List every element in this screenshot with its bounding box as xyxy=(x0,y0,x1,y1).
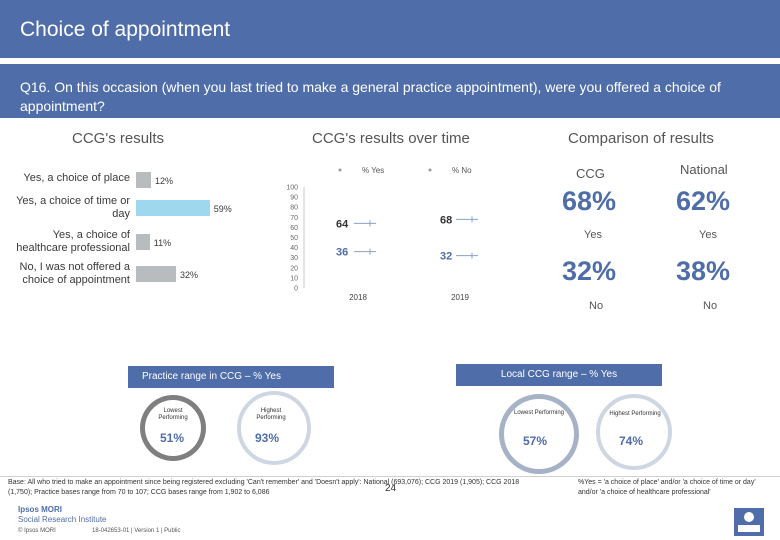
bar xyxy=(136,172,151,188)
data-point-label: 64 xyxy=(336,218,349,230)
page-number: 24 xyxy=(385,483,397,494)
local-highest-label: Highest Performing xyxy=(609,411,661,417)
local-lowest-value: 57% xyxy=(523,434,548,448)
comparison-ccg-no-value: 32% xyxy=(562,256,617,286)
y-tick-label: 30 xyxy=(290,255,298,262)
practice-lowest-label: Lowest Performing xyxy=(158,408,188,421)
data-point-label: 32 xyxy=(440,251,452,263)
bar-value-label: 12% xyxy=(155,176,174,186)
question-text: Q16. On this occasion (when you last tri… xyxy=(20,79,721,114)
comparison-national-yes-value: 62% xyxy=(676,186,731,216)
practice-lowest-dial xyxy=(140,395,206,461)
y-tick-label: 40 xyxy=(290,245,298,252)
data-point-label: 68 xyxy=(440,214,452,226)
yes-definition-note: %Yes = 'a choice of place' and/or 'a cho… xyxy=(578,479,756,496)
title-bar xyxy=(0,0,780,58)
comparison-national-label: National xyxy=(680,162,728,177)
ccg-results-bar-chart: Yes, a choice of place 12% Yes, a choice o… xyxy=(0,160,260,300)
x-tick-label: 2018 xyxy=(349,293,367,302)
comparison-ccg-yes-label: Yes xyxy=(584,229,602,241)
y-tick-label: 0 xyxy=(294,286,298,293)
bar-label: Yes, a choice of time or day xyxy=(16,195,130,220)
y-tick-label: 100 xyxy=(286,185,298,192)
bar xyxy=(136,234,150,250)
ccg-results-over-time-chart: 0 10 20 30 40 50 60 70 80 90 100 2018 2019 % Yes % No 6… xyxy=(286,166,478,302)
comparison-ccg-no-label: No xyxy=(589,300,604,312)
local-highest-value: 74% xyxy=(619,434,644,448)
practice-highest-label: Highest Performing xyxy=(256,408,286,421)
bar xyxy=(136,200,210,216)
comparison-national-yes-label: Yes xyxy=(699,229,717,241)
practice-lowest-value: 51% xyxy=(160,431,185,445)
section-ccg-results: CCG's results xyxy=(72,130,165,147)
practice-highest-value: 93% xyxy=(255,431,280,445)
practice-range-header: Practice range in CCG – % Yes xyxy=(128,366,334,388)
bar-value-label: 32% xyxy=(180,270,199,280)
x-tick-label: 2019 xyxy=(451,293,469,302)
ipsos-logo-icon xyxy=(734,508,764,536)
local-highest-dial xyxy=(596,394,672,470)
comparison-ccg-label: CCG xyxy=(576,166,605,181)
data-point-label: 36 xyxy=(336,247,348,259)
logo-line2: Social Research Institute xyxy=(18,515,107,524)
report-reference: 18-042653-01 | Version 1 | Public xyxy=(92,528,181,534)
y-tick-label: 20 xyxy=(290,265,298,272)
comparison-ccg-yes-value: 68% xyxy=(562,186,617,216)
question-bar xyxy=(0,64,780,118)
base-note: Base: All who tried to make an appointme… xyxy=(8,479,520,496)
legend-label: % Yes xyxy=(362,166,384,175)
bar-label: Yes, a choice of healthcare professional xyxy=(16,229,130,254)
bar-label: No, I was not offered a choice of appoin… xyxy=(19,261,130,286)
y-tick-label: 10 xyxy=(290,275,298,282)
page-title: Choice of appointment xyxy=(20,18,231,41)
bar xyxy=(136,266,176,282)
local-range-header: Local CCG range – % Yes xyxy=(456,364,662,386)
copyright: © Ipsos MORI xyxy=(18,528,56,534)
bar-label: Yes, a choice of place xyxy=(23,172,130,184)
comparison-national-no-label: No xyxy=(703,300,718,312)
legend-marker xyxy=(428,168,432,172)
footer-divider xyxy=(0,476,780,477)
y-tick-label: 90 xyxy=(290,195,298,202)
logo-line1: Ipsos MORI xyxy=(18,505,63,514)
y-tick-label: 80 xyxy=(290,205,298,212)
section-comparison: Comparison of results xyxy=(568,130,714,147)
y-tick-label: 50 xyxy=(290,235,298,242)
legend-label: % No xyxy=(452,166,472,175)
bar-value-label: 11% xyxy=(153,238,172,248)
section-ccg-over-time: CCG's results over time xyxy=(312,130,470,147)
practice-highest-dial xyxy=(237,391,311,465)
bar-value-label: 59% xyxy=(213,204,232,214)
local-lowest-dial xyxy=(499,394,579,474)
y-tick-label: 70 xyxy=(290,215,298,222)
legend-marker xyxy=(338,168,342,172)
comparison-national-no-value: 38% xyxy=(676,256,731,286)
y-tick-label: 60 xyxy=(290,225,298,232)
local-lowest-label: Lowest Performing xyxy=(513,410,565,416)
